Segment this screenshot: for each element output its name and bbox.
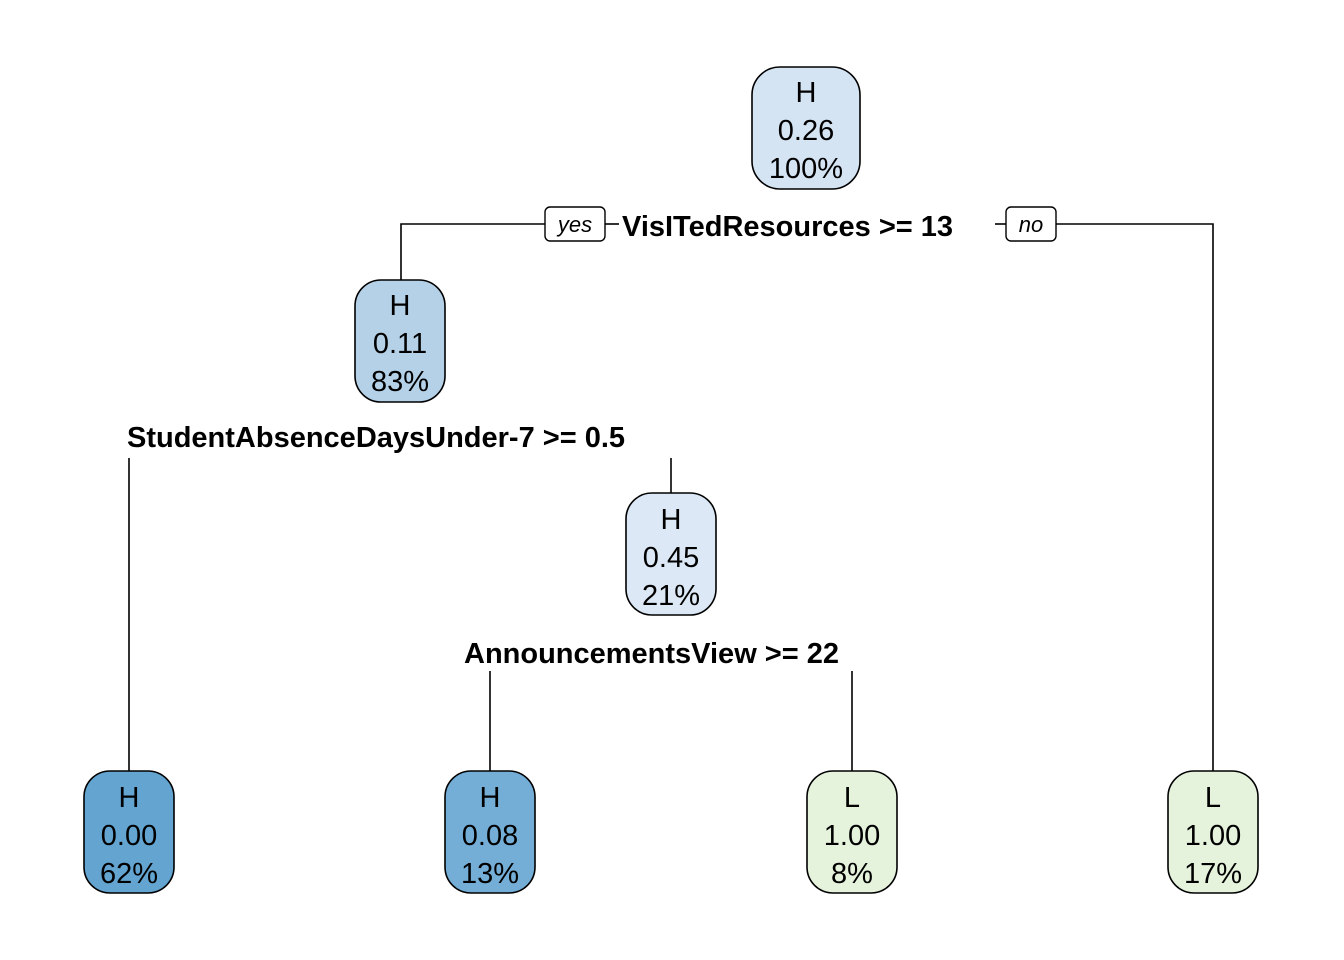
branch-label-no-text: no (1019, 212, 1043, 237)
leaf-node-4-pct: 17% (1184, 858, 1242, 890)
branch-label-no: no (1005, 206, 1057, 242)
leaf-node-1: H 0.00 62% (83, 770, 175, 894)
node-n2: H 0.11 83% (354, 279, 446, 403)
branch-label-yes-text: yes (556, 212, 592, 237)
node-root: H 0.26 100% (751, 66, 861, 190)
node-n5-prob: 0.45 (643, 542, 699, 574)
leaf-node-3-pct: 8% (831, 858, 873, 890)
leaf-node-1-pct: 62% (100, 858, 158, 890)
node-root-pct: 100% (769, 153, 843, 185)
split-label-student-absence: StudentAbsenceDaysUnder-7 >= 0.5 (127, 422, 625, 454)
node-n2-prob: 0.11 (373, 328, 427, 360)
leaf-node-1-class: H (119, 782, 140, 814)
leaf-node-3: L 1.00 8% (806, 770, 898, 894)
node-n5-class: H (661, 504, 682, 536)
node-root-class: H (796, 77, 817, 109)
leaf-node-2-pct: 13% (461, 858, 519, 890)
split-label-announcements-view: AnnouncementsView >= 22 (464, 638, 839, 670)
leaf-node-2-class: H (480, 782, 501, 814)
node-n5-pct: 21% (642, 580, 700, 612)
edge-root-to-n2 (400, 223, 545, 280)
node-root-prob: 0.26 (778, 115, 834, 147)
leaf-node-2: H 0.08 13% (444, 770, 536, 894)
leaf-node-2-prob: 0.08 (462, 820, 518, 852)
leaf-node-3-class: L (844, 782, 860, 814)
leaf-node-4: L 1.00 17% (1167, 770, 1259, 894)
node-n2-class: H (390, 290, 411, 322)
node-n2-pct: 83% (371, 366, 429, 398)
leaf-node-1-prob: 0.00 (101, 820, 157, 852)
node-n5: H 0.45 21% (625, 492, 717, 616)
split-label-visited-resources: VisITedResources >= 13 (622, 211, 953, 243)
edge-root-to-leaf3 (1056, 223, 1214, 771)
leaf-node-4-class: L (1205, 782, 1221, 814)
tree-edges (128, 223, 1214, 771)
leaf-node-4-prob: 1.00 (1185, 820, 1241, 852)
leaf-node-3-prob: 1.00 (824, 820, 880, 852)
branch-label-yes: yes (544, 206, 606, 242)
